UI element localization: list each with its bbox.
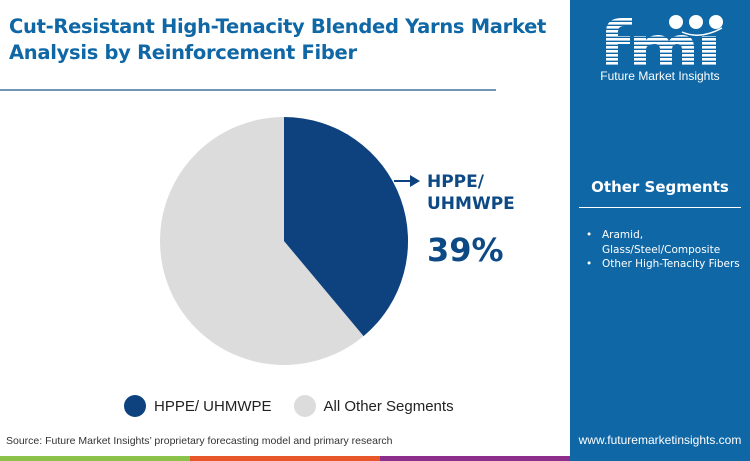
pie-chart [160,117,409,365]
pie-slice-hppe-uhmwpe [284,117,409,337]
footer-bar-purple [380,456,570,461]
brand-name: Future Market Insights [600,69,720,83]
other-segment-item: Aramid, Glass/Steel/Composite [586,228,750,257]
legend-item-all-other-segments: All Other Segments [293,395,454,417]
title-divider [0,89,496,91]
callout-label: HPPE/ UHMWPE [427,171,515,215]
callout-arrow-icon [394,175,420,187]
callout-label-line2: UHMWPE [427,194,515,214]
callout-label-line1: HPPE/ [427,172,484,192]
other-segments-list: Aramid, Glass/Steel/Composite Other High… [586,228,750,272]
legend-item-hppe-uhmwpe: HPPE/ UHMWPE [124,395,272,417]
chart-title: Cut-Resistant High-Tenacity Blended Yarn… [9,14,569,66]
legend-label: All Other Segments [323,397,454,415]
chart-title-line1: Cut-Resistant High-Tenacity Blended Yarn… [9,15,547,38]
website-link[interactable]: www.futuremarketinsights.com [578,433,742,447]
callout-value: 39% [427,231,504,269]
legend-swatch-light-gray [293,395,316,417]
other-segment-item: Other High-Tenacity Fibers [586,257,750,272]
footer-bar-green [0,456,190,461]
legend-swatch-dark-blue [124,395,146,417]
other-segments-divider [579,207,741,208]
other-segments-title: Other Segments [591,178,729,196]
footer-bar-blue [570,456,750,461]
chart-title-line2: Analysis by Reinforcement Fiber [9,41,357,64]
footer-bar-orange [190,456,380,461]
source-note: Source: Future Market Insights’ propriet… [6,435,393,447]
chart-legend: HPPE/ UHMWPE All Other Segments [124,395,476,417]
fmi-logo-icon [606,15,723,66]
legend-label: HPPE/ UHMWPE [154,397,272,415]
